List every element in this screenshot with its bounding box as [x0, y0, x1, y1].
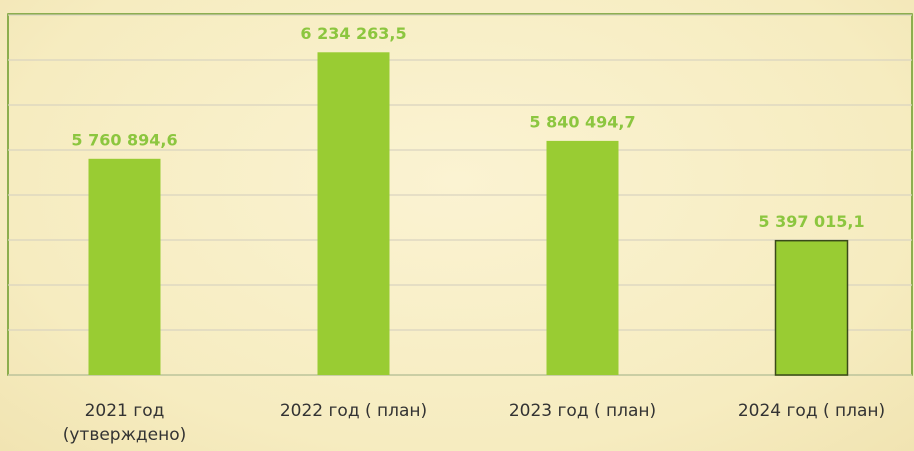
bar	[88, 158, 161, 375]
data-label: 5 397 015,1	[758, 212, 864, 231]
x-tick-label: 2021 год (утверждено)	[62, 401, 187, 445]
bar	[317, 52, 390, 376]
data-label: 5 760 894,6	[71, 130, 177, 149]
bar	[546, 140, 619, 375]
data-label: 6 234 263,5	[300, 24, 406, 43]
x-tick-label: 2023 год ( план)	[508, 401, 657, 421]
x-tick-label: 2024 год ( план)	[737, 401, 886, 421]
bar	[774, 239, 849, 376]
data-label: 5 840 494,7	[529, 112, 635, 131]
x-tick-label: 2022 год ( план)	[279, 401, 428, 421]
